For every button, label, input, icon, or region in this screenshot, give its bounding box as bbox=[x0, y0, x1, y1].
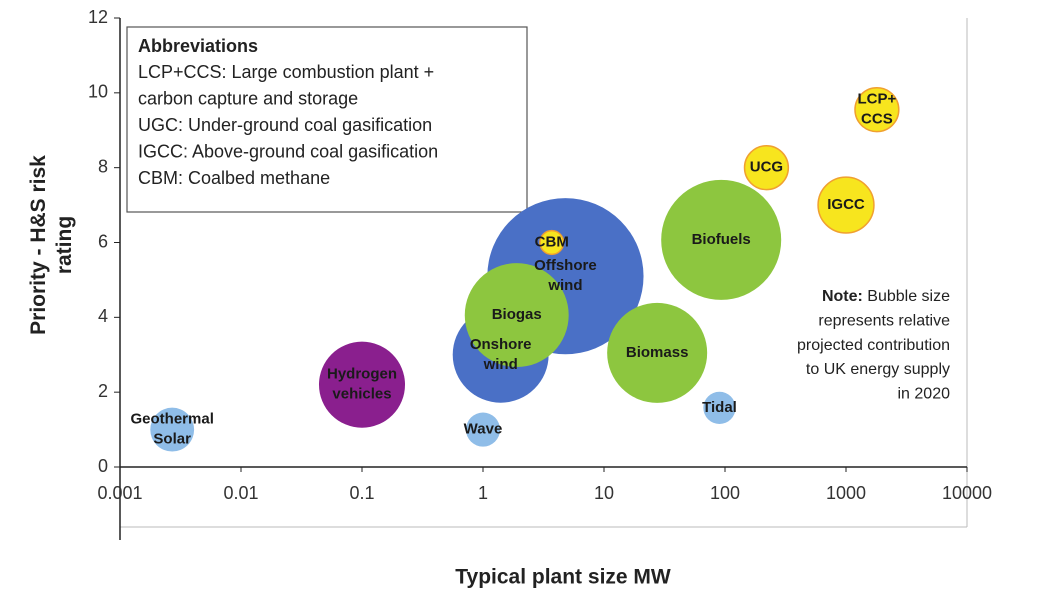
x-tick-label: 100 bbox=[710, 483, 740, 503]
note-line: represents relative bbox=[818, 313, 950, 330]
bubble-label-line: Onshore bbox=[470, 336, 532, 353]
bubble-label: Biofuels bbox=[692, 231, 751, 248]
bubble-label: Biogas bbox=[492, 306, 542, 323]
y-tick-label: 12 bbox=[88, 7, 108, 27]
abbreviation-line: LCP+CCS: Large combustion plant + bbox=[138, 62, 434, 82]
y-tick-label: 6 bbox=[98, 231, 108, 251]
bubble bbox=[465, 412, 501, 447]
x-tick-label: 10 bbox=[594, 483, 614, 503]
bubble-label: Geothermal Solar bbox=[131, 411, 214, 448]
bubble bbox=[150, 407, 195, 452]
bubble-label-line: LCP+ bbox=[858, 91, 897, 108]
bubble bbox=[607, 302, 708, 403]
x-tick-label: 0.1 bbox=[349, 483, 374, 503]
x-tick-label: 0.001 bbox=[97, 483, 142, 503]
abbreviation-line: carbon capture and storage bbox=[138, 88, 358, 108]
y-tick-label: 8 bbox=[98, 156, 108, 176]
bubble-label: Wave bbox=[464, 421, 503, 438]
bubble-label: Biomass bbox=[626, 344, 689, 361]
y-tick-label: 10 bbox=[88, 82, 108, 102]
y-axis-title: Priority - H&S risk rating bbox=[27, 155, 76, 335]
abbreviation-line: IGCC: Above-ground coal gasification bbox=[138, 141, 438, 161]
bubble bbox=[854, 87, 900, 133]
x-axis-title: Typical plant size MW bbox=[455, 566, 671, 589]
abbreviation-line: UGC: Under-ground coal gasification bbox=[138, 115, 432, 135]
bubble bbox=[464, 263, 569, 368]
bubble-label: Tidal bbox=[702, 399, 737, 416]
bubble bbox=[817, 176, 875, 234]
x-tick-label: 1000 bbox=[826, 483, 866, 503]
abbreviation-line: CBM: Coalbed methane bbox=[138, 168, 330, 188]
bubble-label: Onshore wind bbox=[470, 336, 532, 373]
x-tick-label: 0.01 bbox=[223, 483, 258, 503]
bubble bbox=[539, 229, 565, 256]
abbreviations-title: Abbreviations bbox=[138, 36, 258, 56]
bubble bbox=[743, 145, 790, 191]
note-line: in 2020 bbox=[898, 385, 951, 402]
abbreviations-box bbox=[126, 26, 528, 213]
y-axis-title-line: Priority - H&S risk bbox=[27, 155, 50, 335]
bubble bbox=[318, 341, 406, 428]
x-tick-label: 1 bbox=[478, 483, 488, 503]
bubble-label-line: Hydrogen bbox=[327, 366, 397, 383]
bubble-label-line: wind bbox=[483, 356, 518, 373]
bubble bbox=[661, 179, 782, 300]
note-line: to UK energy supply bbox=[806, 361, 950, 378]
bubble-label-line: vehicles bbox=[332, 386, 391, 403]
note-line: projected contribution bbox=[797, 337, 950, 354]
bubble-label-line: Geothermal bbox=[131, 411, 214, 428]
bubble-label-line: Offshore bbox=[534, 257, 597, 274]
bubble-label: LCP+ CCS bbox=[858, 91, 897, 128]
bubble-label-line: Solar bbox=[153, 431, 191, 448]
y-tick-label: 4 bbox=[98, 306, 108, 326]
x-tick-label: 10000 bbox=[942, 483, 992, 503]
bubble bbox=[703, 391, 736, 425]
y-axis-title-line: rating bbox=[53, 216, 76, 274]
bubble-label: Offshore wind bbox=[534, 257, 597, 294]
note-label: Note: bbox=[822, 288, 863, 305]
bubble-label: IGCC bbox=[827, 196, 865, 213]
bubble-label: Hydrogen vehicles bbox=[327, 366, 397, 403]
bubble-label: UCG bbox=[750, 159, 783, 176]
bubble-label-line: CCS bbox=[861, 111, 893, 128]
note: Note: Bubble size bbox=[822, 288, 950, 305]
bubble-label-line: wind bbox=[547, 277, 582, 294]
y-tick-label: 2 bbox=[98, 381, 108, 401]
y-tick-label: 0 bbox=[98, 456, 108, 476]
bubble-label: CBM bbox=[535, 233, 569, 250]
note-line: Bubble size bbox=[867, 288, 950, 305]
